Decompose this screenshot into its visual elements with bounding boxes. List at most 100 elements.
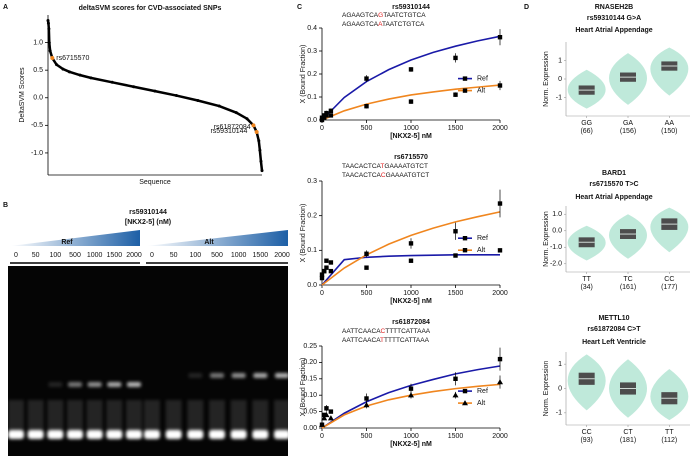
violin-variant: rs6715570 T>C <box>589 181 638 188</box>
x-tick-label: GG <box>581 120 592 127</box>
lane-concentration: 500 <box>211 252 223 259</box>
lane-concentration: 1500 <box>107 252 123 259</box>
free-band <box>230 430 247 439</box>
sample-count: (161) <box>620 284 636 291</box>
marker <box>324 110 329 116</box>
x-tick-label: 1500 <box>448 125 464 132</box>
y-tick-label: 0.3 <box>307 48 317 55</box>
x-tick-label: 0 <box>320 433 324 440</box>
y-tick-label: 0.20 <box>303 359 317 366</box>
score-point <box>61 67 65 71</box>
y-axis-label: Norm. Expression <box>543 51 550 107</box>
y-tick-label: -1 <box>556 94 562 101</box>
free-band-smear <box>274 400 290 432</box>
marker <box>328 113 334 118</box>
marker <box>321 415 328 421</box>
gel-title: rs59310144 <box>129 209 167 216</box>
lane-concentration: 0 <box>150 252 154 259</box>
x-tick-label: 500 <box>361 433 373 440</box>
marker <box>328 268 334 274</box>
sequence-variant: T <box>380 163 384 170</box>
marker <box>364 251 369 256</box>
legend-label: Ref <box>477 75 488 82</box>
sequence: TAACACTCACGAAAATGTCT <box>342 172 429 179</box>
marker <box>324 113 329 118</box>
score-point <box>48 49 52 53</box>
lane-concentration: 2000 <box>274 252 290 259</box>
lane-concentration: 1500 <box>253 252 269 259</box>
score-point <box>174 94 178 98</box>
score-point <box>258 148 262 152</box>
marker <box>453 253 458 258</box>
free-band <box>274 430 290 439</box>
legend-marker <box>462 236 468 241</box>
sequence-after: TAATCTGTCA <box>382 21 425 28</box>
free-band <box>106 430 123 439</box>
y-tick-label: 1 <box>558 57 562 64</box>
x-tick-label: 2000 <box>492 433 508 440</box>
x-tick-label: 0 <box>320 125 324 132</box>
sequence: AGAAGTCAATAATCTGTCA <box>342 21 425 28</box>
shifted-band <box>68 382 82 387</box>
y-axis-label: Norm. Expression <box>543 361 550 417</box>
sequence-variant: C <box>381 328 386 335</box>
free-band-smear <box>106 400 123 432</box>
y-axis-label: Norm. Expression <box>543 211 550 267</box>
marker <box>324 265 329 270</box>
violin-tissue: Heart Atrial Appendage <box>575 194 652 201</box>
y-tick-label: 1 <box>558 361 562 368</box>
score-point <box>234 111 238 115</box>
y-tick-label: 0 <box>558 76 562 83</box>
x-tick-label: 2000 <box>492 125 508 132</box>
x-tick-label: 1000 <box>403 290 419 297</box>
y-tick-label: 0.1 <box>307 94 317 101</box>
marker <box>322 113 327 118</box>
sample-count: (34) <box>580 284 592 291</box>
free-band-smear <box>144 400 160 432</box>
marker <box>453 376 458 381</box>
panel-label: D <box>524 4 529 11</box>
sequence-after: GAAAATGTCT <box>384 163 428 170</box>
violin-variant: rs59310144 G>A <box>587 15 641 22</box>
x-tick-label: CC <box>664 276 674 283</box>
marker <box>328 108 334 113</box>
score-point <box>110 80 114 84</box>
score-point <box>259 159 263 163</box>
legend-label: Alt <box>477 247 485 254</box>
shifted-band <box>231 373 246 378</box>
free-band <box>187 430 204 439</box>
free-band-smear <box>27 400 44 432</box>
lane-concentration: 0 <box>14 252 18 259</box>
y-tick-label: 0.1 <box>307 247 317 254</box>
free-band <box>47 430 64 439</box>
y-tick-label: 0.3 <box>307 178 317 185</box>
score-point <box>260 169 264 173</box>
x-tick-label: 500 <box>361 290 373 297</box>
score-point <box>55 63 59 67</box>
highlight-point <box>251 123 256 128</box>
x-tick-label: 0 <box>320 290 324 297</box>
marker <box>319 272 325 277</box>
free-band-smear <box>252 400 269 432</box>
fit-curve <box>321 35 501 121</box>
x-tick-label: CC <box>582 429 592 436</box>
y-tick-label: 0.05 <box>303 408 317 415</box>
sample-count: (156) <box>620 128 636 135</box>
marker <box>323 411 330 418</box>
y-tick-label: 0.5 <box>33 67 43 74</box>
score-point <box>132 85 136 89</box>
free-band-smear <box>67 400 83 432</box>
sequence-after: TAATCTGTCA <box>383 12 426 19</box>
sequence-before: TAACACTCA <box>342 163 382 170</box>
free-band <box>86 430 103 439</box>
marker <box>453 55 458 61</box>
x-tick-label: GA <box>623 120 633 127</box>
x-tick-label: TT <box>582 276 591 283</box>
y-tick-label: -1.0 <box>31 150 43 157</box>
marker <box>497 35 503 40</box>
x-axis-label: [NKX2-5] nM <box>390 441 432 448</box>
y-axis-label: DeltaSVM Scores <box>19 67 26 123</box>
y-tick-label: -1.0 <box>550 244 562 251</box>
y-tick-label: -1 <box>556 410 562 417</box>
